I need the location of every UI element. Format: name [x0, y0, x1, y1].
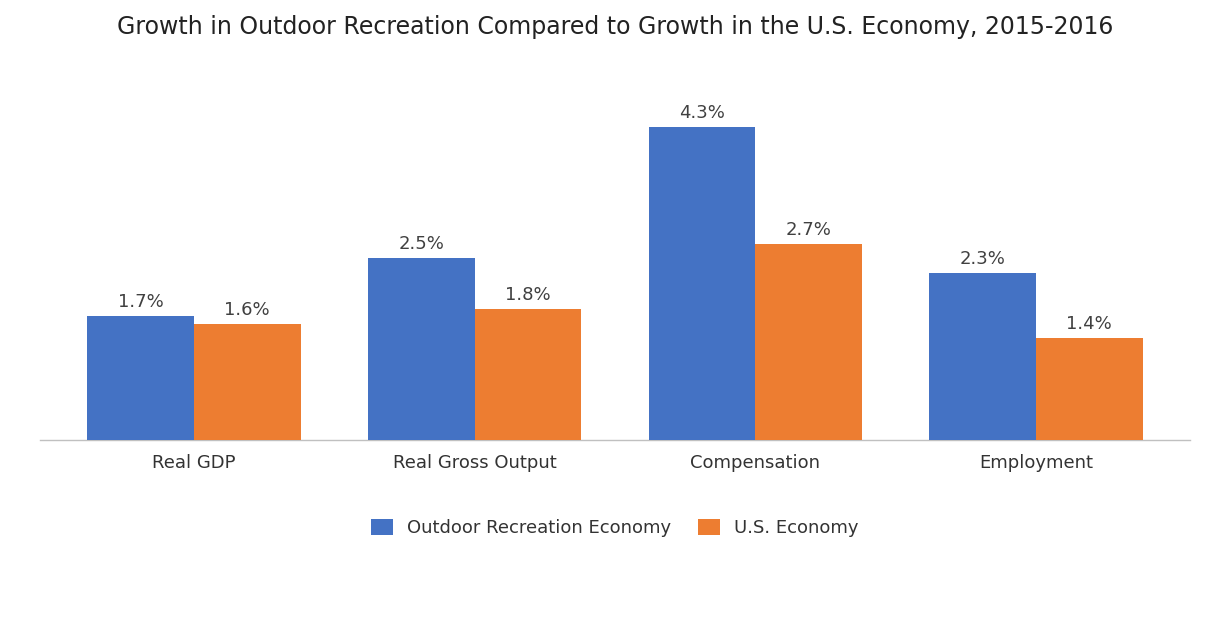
Bar: [1036, 338, 1143, 440]
Text: 1.8%: 1.8%: [506, 286, 551, 304]
Bar: [648, 127, 755, 440]
Bar: [194, 323, 300, 440]
Bar: [475, 309, 582, 440]
Bar: [368, 258, 475, 440]
Text: 2.7%: 2.7%: [786, 220, 831, 239]
Text: 1.6%: 1.6%: [225, 301, 271, 318]
Bar: [755, 244, 862, 440]
Legend: Outdoor Recreation Economy, U.S. Economy: Outdoor Recreation Economy, U.S. Economy: [362, 509, 868, 546]
Bar: [87, 317, 194, 440]
Text: 2.3%: 2.3%: [959, 250, 1006, 268]
Text: 1.7%: 1.7%: [118, 293, 164, 311]
Title: Growth in Outdoor Recreation Compared to Growth in the U.S. Economy, 2015-2016: Growth in Outdoor Recreation Compared to…: [117, 15, 1113, 39]
Text: 1.4%: 1.4%: [1066, 315, 1112, 333]
Text: 2.5%: 2.5%: [399, 235, 444, 253]
Bar: [930, 273, 1036, 440]
Text: 4.3%: 4.3%: [679, 104, 724, 122]
